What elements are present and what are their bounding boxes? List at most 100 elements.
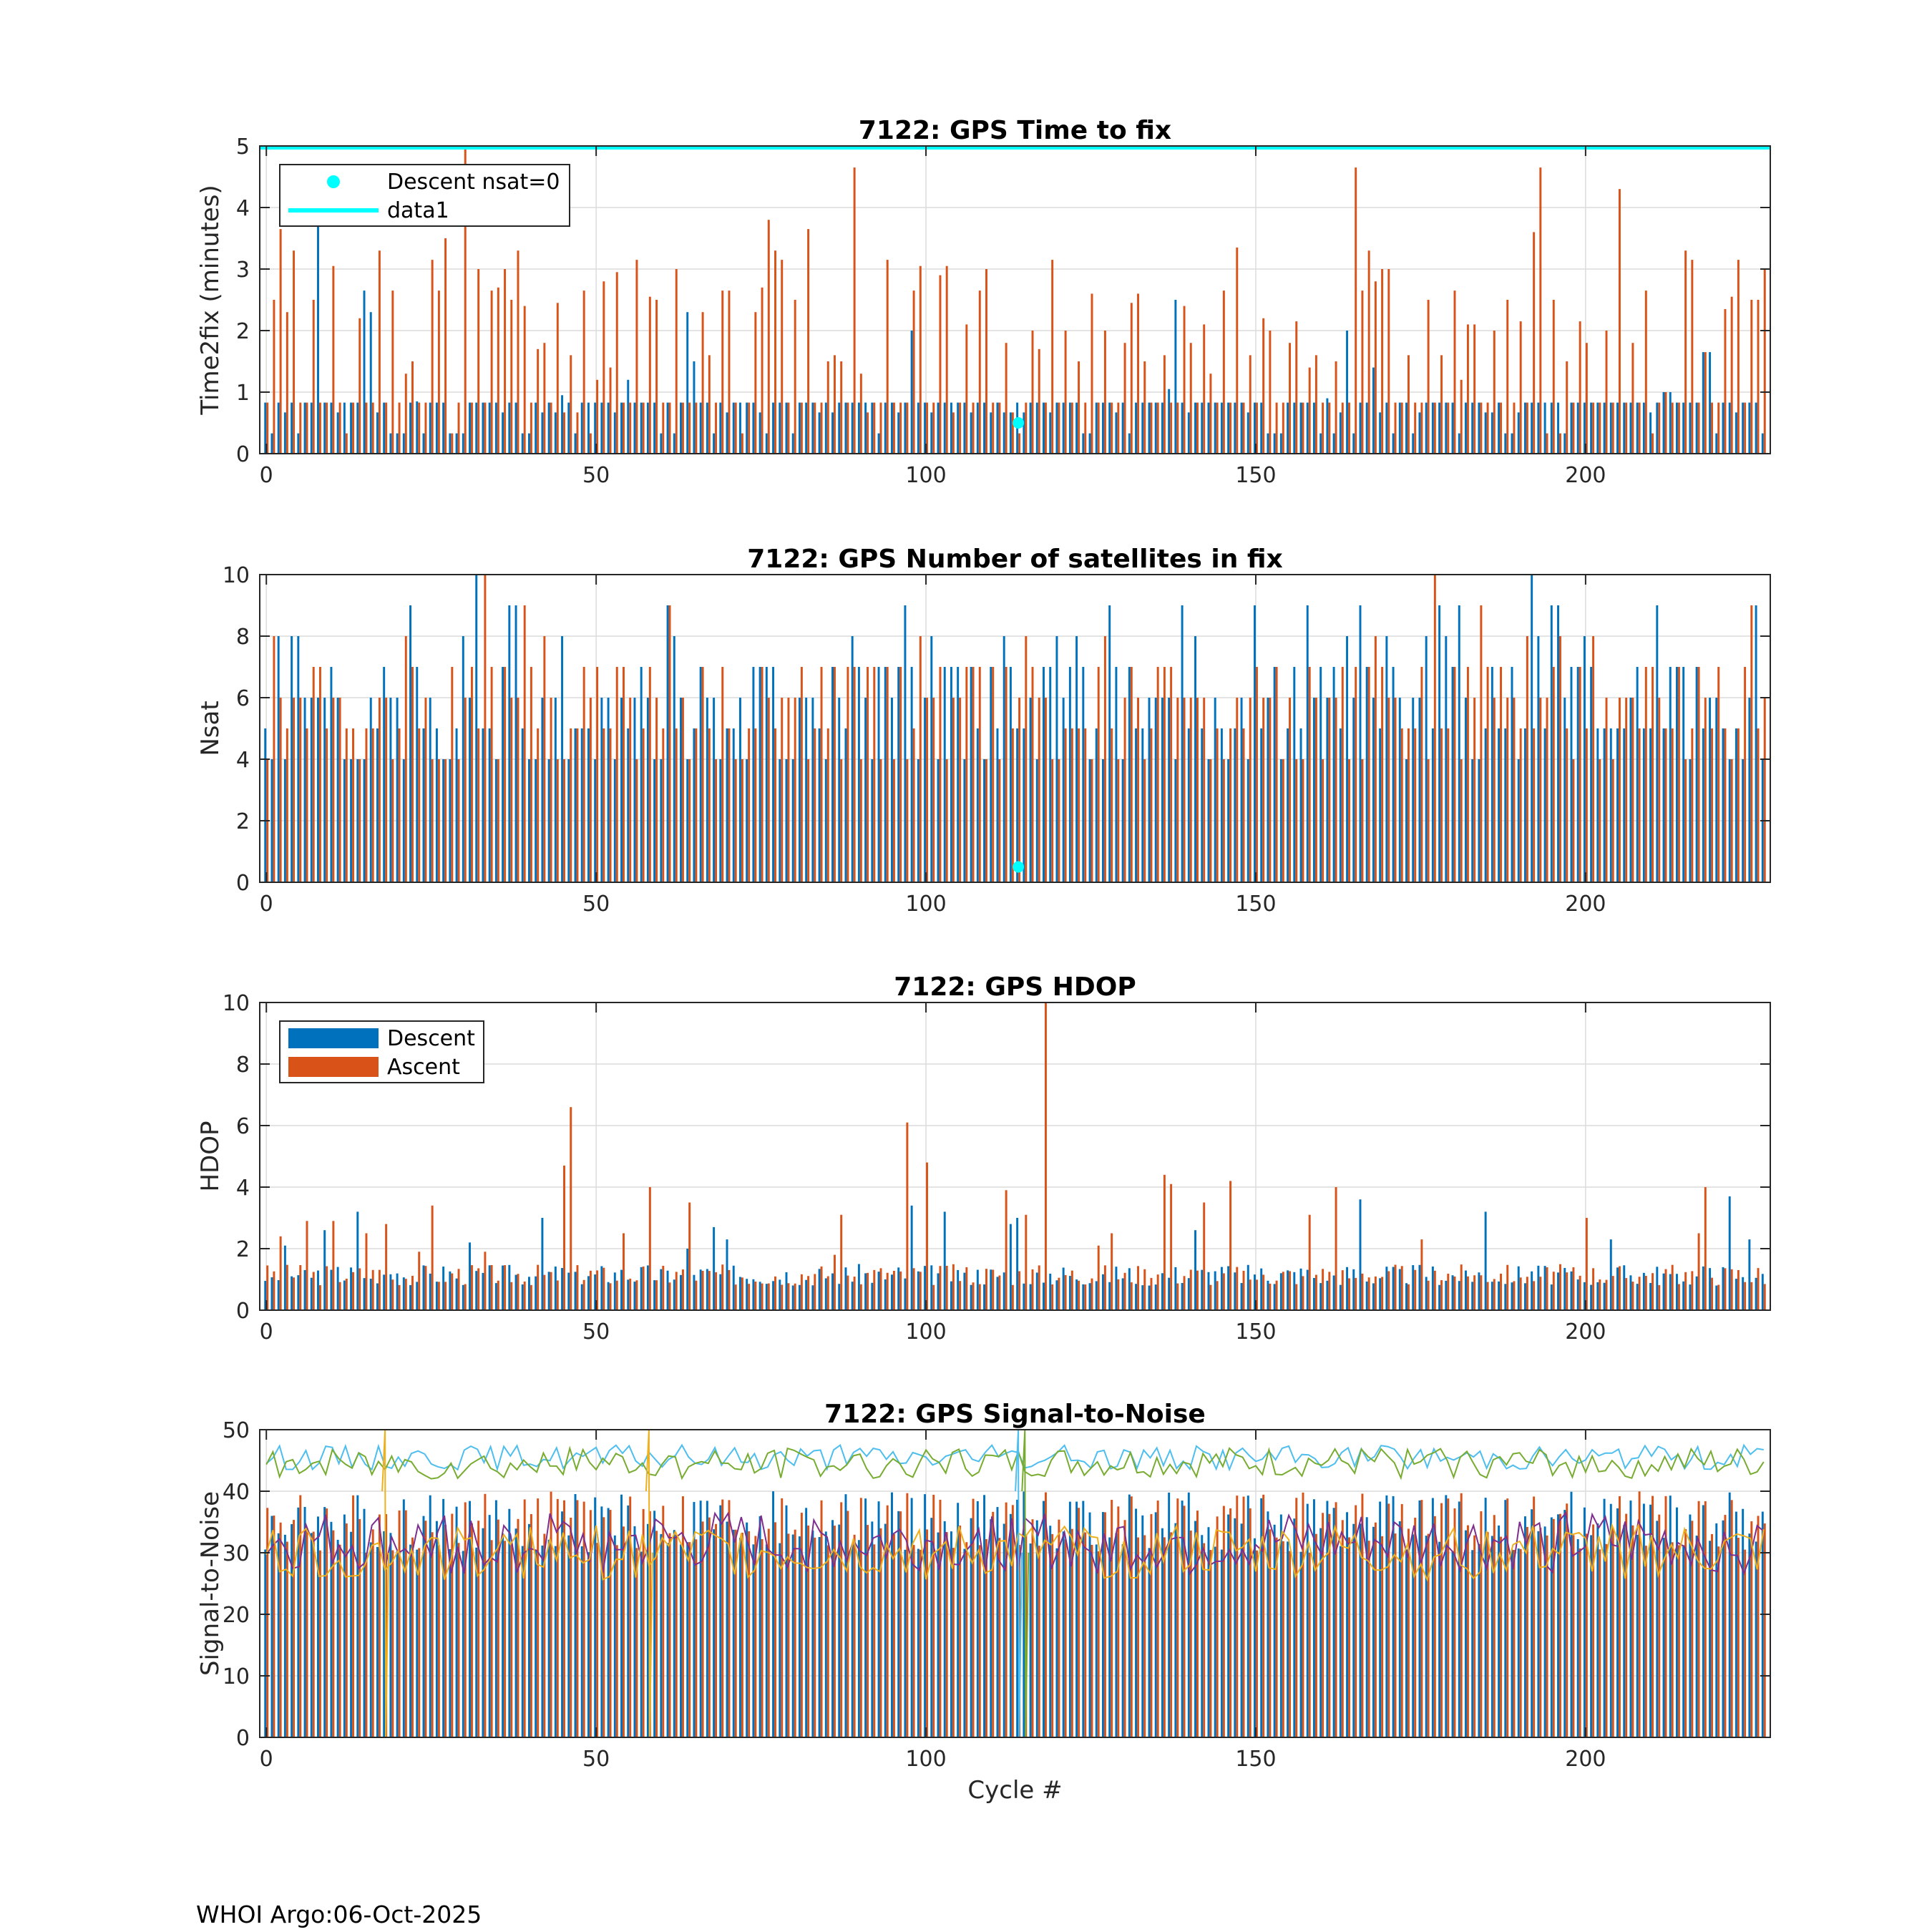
nsat-bar-descent [726,728,728,882]
hdop-bar-descent [1267,1280,1269,1310]
nsat-bar-ascent [932,698,935,882]
hdop-bar-ascent [945,1266,948,1310]
nsat-grid [260,574,1770,883]
ttf-bar-ascent [820,402,823,454]
ttf-bar-descent [811,402,814,454]
ttf-bar-ascent [1130,303,1133,454]
snr-bar-descent [1108,1537,1111,1737]
ttf-bar-ascent [1031,331,1034,454]
hdop-bar-descent [1735,1279,1737,1310]
ttf-bar-descent [1636,402,1639,454]
ttf-bar-descent [1761,433,1764,454]
hdop-bar-descent [1260,1268,1263,1310]
snr-bar-descent [600,1506,603,1737]
hdop-bar-descent [1326,1280,1329,1310]
ttf-bar-descent [1332,433,1335,454]
nsat-bar-ascent [1704,698,1707,882]
ttf-bar-descent [1339,412,1342,454]
nsat-bar-ascent [1546,698,1548,882]
snr-bar-ascent [1367,1541,1370,1737]
nsat-bar-descent [594,759,597,882]
hdop-bar-ascent [352,1272,355,1310]
snr-ytick-label: 10 [223,1664,250,1689]
ttf-bar-ascent [1123,343,1126,454]
hdop-bar-descent [1682,1281,1685,1310]
snr-bar-descent [937,1532,940,1737]
nsat-bar-ascent [306,728,308,882]
hdop-bar-descent [1319,1283,1322,1310]
nsat-bar-ascent [1123,698,1126,882]
hdop-bar-descent [1649,1282,1652,1310]
nsat-bar-descent [1246,759,1249,882]
snr-bar-descent [1293,1518,1296,1737]
ttf-bar-descent [607,402,610,454]
hdop-bar-ascent [807,1276,810,1310]
ttf-bar-ascent [345,433,348,454]
snr-bar-ascent [675,1534,678,1737]
snr-bar-ascent [1111,1500,1113,1737]
hdop-bar-ascent [451,1273,454,1310]
ttf-bar-ascent [1143,361,1146,454]
snr-bar-descent [1135,1508,1138,1737]
ttf-bar-descent [369,312,372,454]
nsat-bar-descent [1689,759,1692,882]
hdop-bar-ascent [926,1162,928,1310]
ttf-bar-descent [1267,433,1269,454]
nsat-bar-descent [383,667,386,882]
hdop-bar-descent [1755,1277,1757,1310]
ttf-bar-descent [1068,402,1071,454]
snr-bar-ascent [826,1545,829,1737]
ttf-bar-descent [469,402,471,454]
nsat-bar-ascent [490,667,493,882]
snr-bar-descent [494,1500,497,1737]
snr-bar-descent [1095,1544,1098,1737]
hdop-bar-descent [1141,1285,1144,1310]
nsat-bar-descent [1715,698,1718,882]
hdop-ytick-label: 4 [236,1176,250,1201]
nsat-bar-ascent [1322,759,1324,882]
snr-bar-descent [535,1551,537,1737]
hdop-bar-ascent [912,1268,915,1310]
ttf-bar-ascent [998,402,1001,454]
hdop-bar-ascent [1711,1277,1713,1310]
hdop-bar-descent [1346,1267,1349,1310]
hdop-bar-descent [363,1278,366,1310]
ttf-bar-ascent [1011,412,1014,454]
snr-bar-ascent [1117,1506,1120,1737]
hdop-bar-ascent [596,1270,599,1310]
ttf-legend[interactable]: Descent nsat=0 data1 [279,164,570,227]
ttf-bar-descent [1214,402,1216,454]
nsat-bar-descent [402,759,405,882]
ttf-bar-ascent [1697,402,1700,454]
nsat-bar-ascent [1611,759,1614,882]
nsat-bar-ascent [1579,667,1581,882]
ttf-bar-ascent [1361,291,1364,454]
hdop-bar-descent [1504,1284,1507,1310]
snr-bar-ascent [398,1510,401,1737]
snr-bar-ascent [596,1543,599,1737]
snr-bar-descent [798,1536,801,1737]
snr-bar-ascent [1763,1523,1766,1737]
hdop-bar-descent [904,1278,907,1310]
nsat-bar-descent [1035,759,1038,882]
hdop-bar-descent [738,1277,741,1310]
snr-bar-descent [990,1519,992,1737]
ttf-bar-ascent [734,402,737,454]
snr-bar-descent [1471,1550,1474,1737]
nsat-bar-ascent [615,667,618,882]
ttf-bar-descent [541,412,544,454]
nsat-bar-ascent [787,698,790,882]
ttf-bar-ascent [629,402,632,454]
hdop-bar-descent [877,1272,880,1310]
ttf-bar-ascent [582,291,585,454]
snr-bar-descent [1049,1526,1052,1737]
hdop-bar-descent [514,1274,517,1310]
ttf-bar-ascent [306,402,308,454]
hdop-legend[interactable]: Descent Ascent [279,1020,484,1083]
hdop-bar-ascent [867,1272,869,1310]
hdop-bar-descent [567,1272,570,1310]
ttf-bar-ascent [1684,250,1687,454]
snr-bar-ascent [754,1536,757,1737]
ttf-bar-descent [838,402,841,454]
